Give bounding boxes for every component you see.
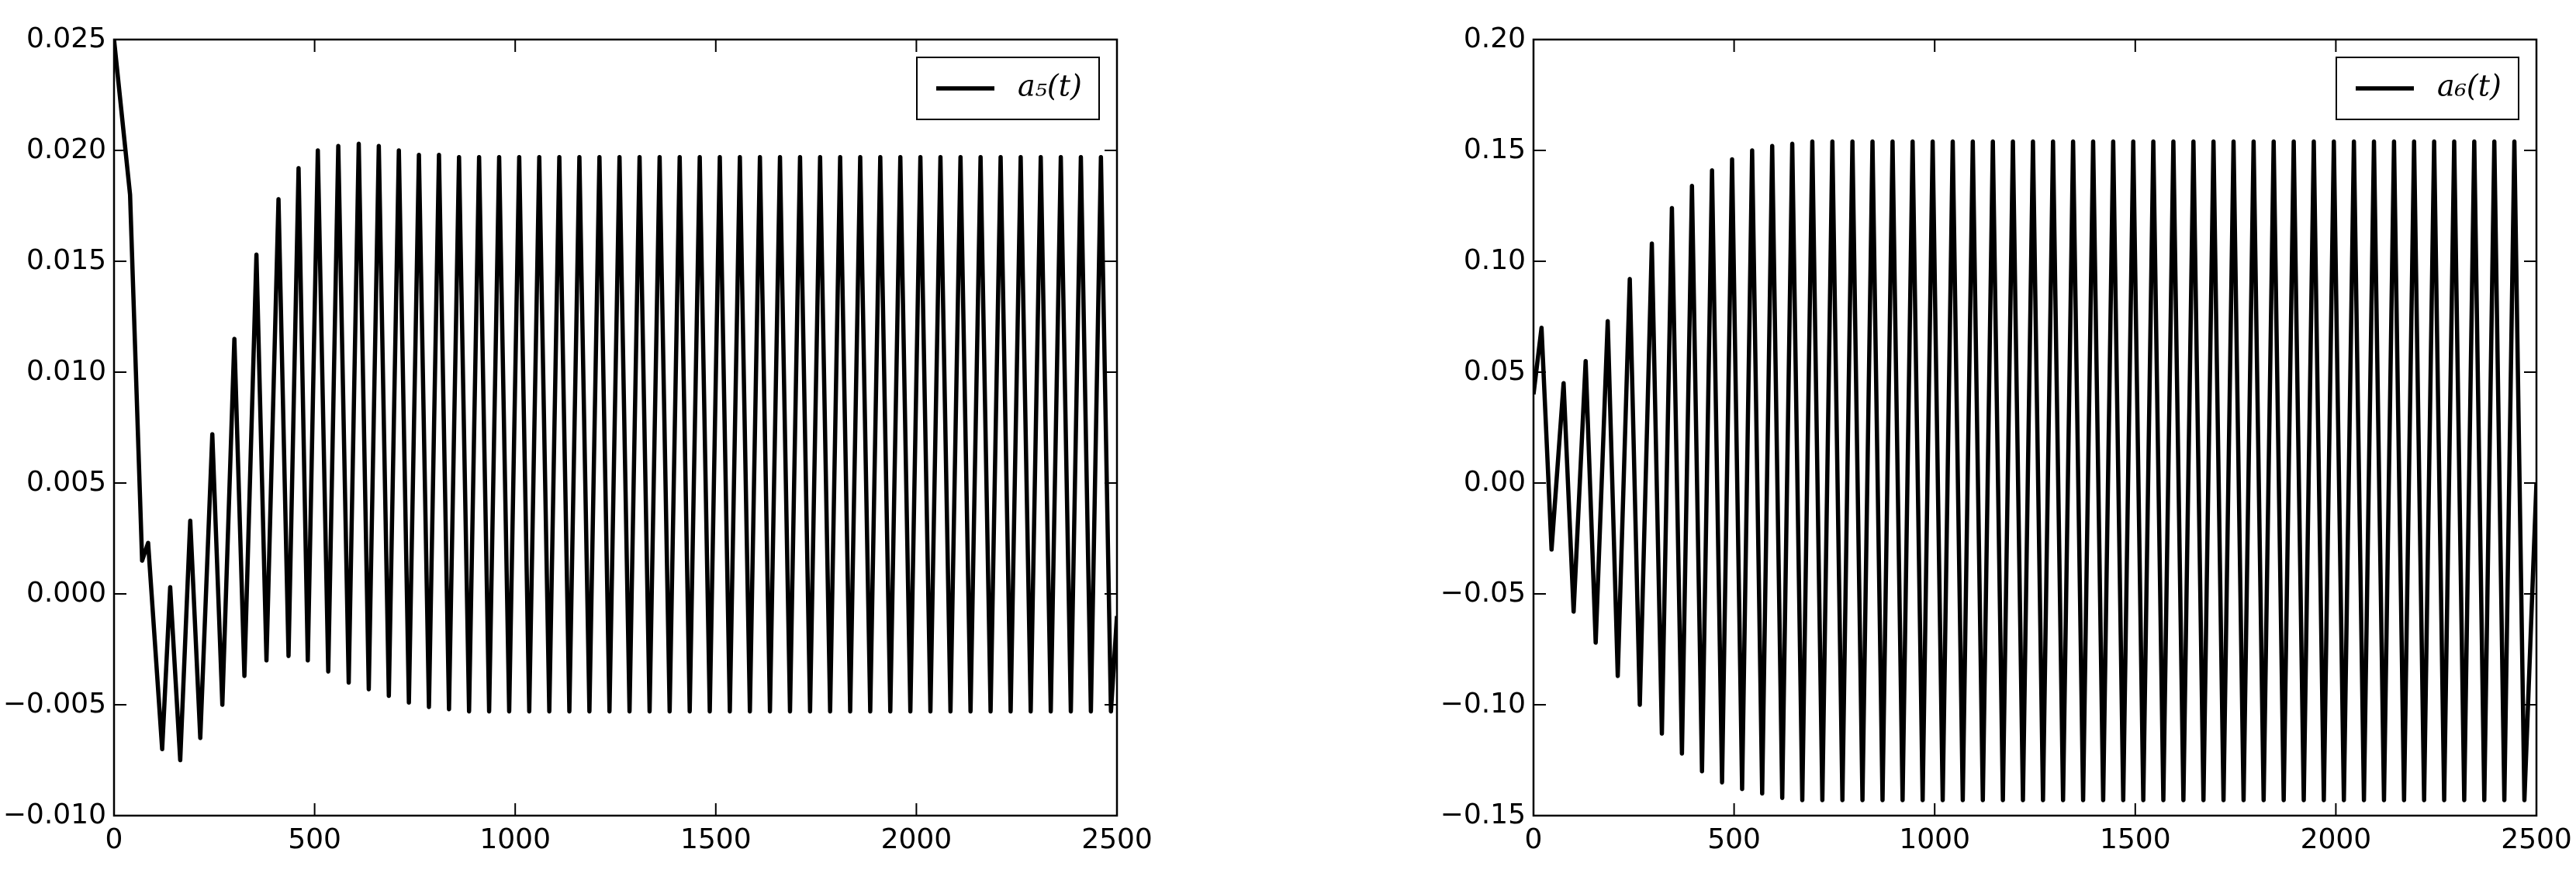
y-tick-label: 0.010 bbox=[26, 355, 106, 387]
y-tick-label: 0.05 bbox=[1464, 355, 1526, 387]
y-tick-label: 0.015 bbox=[26, 244, 106, 276]
legend-box bbox=[2336, 57, 2519, 120]
y-tick-label: 0.10 bbox=[1464, 244, 1526, 276]
x-tick-label: 1500 bbox=[2100, 823, 2171, 855]
x-tick-label: 500 bbox=[1707, 823, 1761, 855]
legend-label: a₆(t) bbox=[2437, 69, 2502, 103]
axes-frame bbox=[1532, 38, 2538, 817]
plot-area: a₆(t) bbox=[1533, 57, 2536, 802]
x-tick-label: 1500 bbox=[680, 823, 752, 855]
y-tick-label: −0.15 bbox=[1440, 799, 1526, 830]
plot-area: a₅(t) bbox=[114, 40, 1117, 763]
y-tick-label: 0.005 bbox=[26, 466, 106, 498]
y-tick-label: −0.05 bbox=[1440, 577, 1526, 609]
y-tick-label: 0.15 bbox=[1464, 133, 1526, 165]
axes-frame bbox=[112, 38, 1119, 817]
x-tick-label: 2000 bbox=[881, 823, 953, 855]
y-tick-label: −0.10 bbox=[1440, 688, 1526, 719]
y-tick-label: −0.010 bbox=[3, 799, 106, 830]
data-line bbox=[1533, 139, 2536, 802]
x-tick-label: 2500 bbox=[2501, 823, 2572, 855]
legend-label: a₅(t) bbox=[1018, 69, 1082, 103]
x-tick-label: 500 bbox=[288, 823, 341, 855]
y-tick-label: 0.000 bbox=[26, 577, 106, 609]
y-tick-label: 0.025 bbox=[26, 22, 106, 54]
y-tick-label: −0.005 bbox=[3, 688, 106, 719]
x-tick-label: 2000 bbox=[2301, 823, 2372, 855]
x-tick-label: 0 bbox=[105, 823, 123, 855]
x-tick-label: 1000 bbox=[1899, 823, 1970, 855]
x-tick-label: 1000 bbox=[479, 823, 551, 855]
x-tick-label: 2500 bbox=[1081, 823, 1153, 855]
chart: a₅(t) −0.010 −0.005 0.000 0.005 0.010 0.015 0.0… bbox=[3, 22, 1153, 855]
data-line bbox=[114, 40, 1117, 763]
y-tick-label: 0.00 bbox=[1464, 466, 1526, 498]
y-tick-label: 0.020 bbox=[26, 133, 106, 165]
y-tick-label: 0.20 bbox=[1464, 22, 1526, 54]
chart: a₆(t) −0.15 −0.10 −0.05 0.00 0.05 0.10 0.15 0.20… bbox=[1440, 22, 2572, 855]
x-tick-label: 0 bbox=[1525, 823, 1543, 855]
